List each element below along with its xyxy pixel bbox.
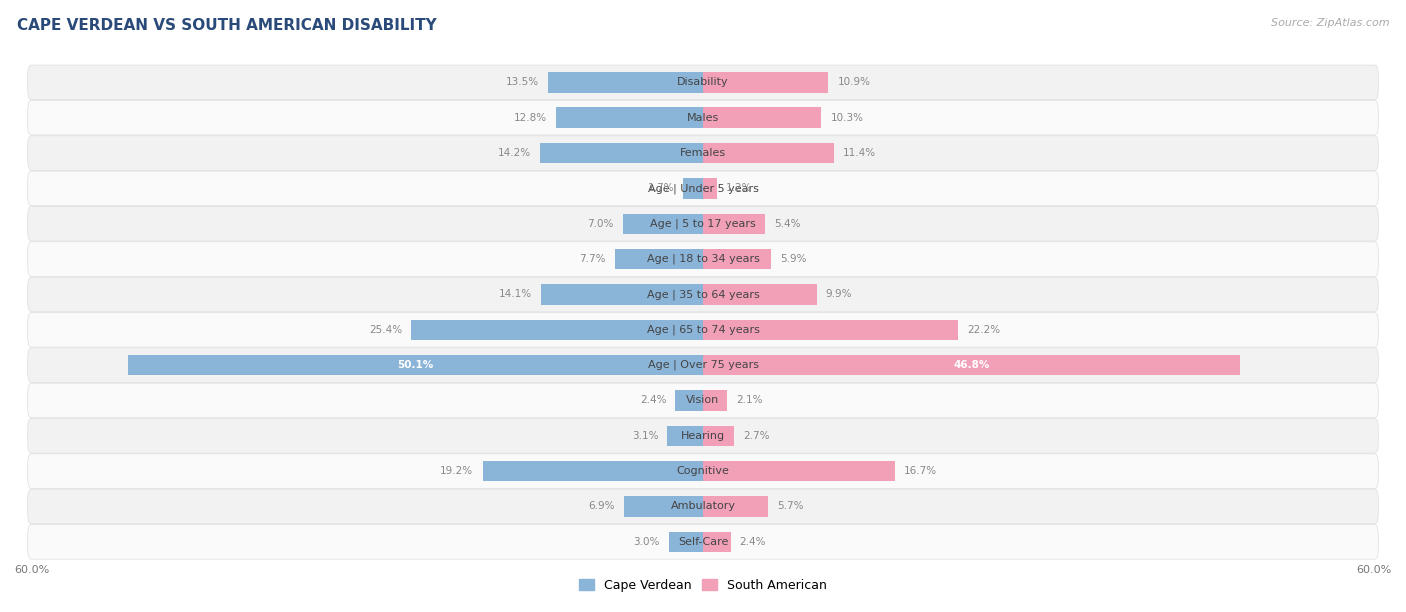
Bar bbox=[412, 319, 703, 340]
Text: Males: Males bbox=[688, 113, 718, 123]
FancyBboxPatch shape bbox=[28, 242, 1378, 277]
FancyBboxPatch shape bbox=[28, 277, 1378, 312]
Text: Vision: Vision bbox=[686, 395, 720, 406]
FancyBboxPatch shape bbox=[28, 313, 1378, 347]
Bar bbox=[703, 496, 769, 517]
Bar bbox=[703, 532, 731, 552]
Bar bbox=[703, 355, 1240, 375]
FancyBboxPatch shape bbox=[28, 348, 1378, 382]
Text: 3.0%: 3.0% bbox=[633, 537, 659, 547]
Text: Females: Females bbox=[681, 148, 725, 158]
Text: Age | 35 to 64 years: Age | 35 to 64 years bbox=[647, 289, 759, 300]
Text: Age | 18 to 34 years: Age | 18 to 34 years bbox=[647, 254, 759, 264]
FancyBboxPatch shape bbox=[28, 136, 1378, 170]
Text: 12.8%: 12.8% bbox=[513, 113, 547, 123]
Bar bbox=[482, 461, 703, 482]
Bar bbox=[128, 355, 703, 375]
Text: 50.1%: 50.1% bbox=[398, 360, 433, 370]
Bar bbox=[703, 178, 717, 199]
Text: 22.2%: 22.2% bbox=[967, 325, 1000, 335]
Bar bbox=[703, 214, 765, 234]
Bar bbox=[703, 108, 821, 128]
Text: 1.7%: 1.7% bbox=[648, 184, 675, 193]
Text: Age | 65 to 74 years: Age | 65 to 74 years bbox=[647, 324, 759, 335]
Text: 7.7%: 7.7% bbox=[579, 254, 606, 264]
Bar bbox=[555, 108, 703, 128]
Text: 3.1%: 3.1% bbox=[631, 431, 658, 441]
Text: Age | Under 5 years: Age | Under 5 years bbox=[648, 183, 758, 193]
Text: Age | 5 to 17 years: Age | 5 to 17 years bbox=[650, 218, 756, 229]
Text: Disability: Disability bbox=[678, 77, 728, 88]
Text: 10.9%: 10.9% bbox=[838, 77, 870, 88]
Bar bbox=[624, 496, 703, 517]
Text: 46.8%: 46.8% bbox=[953, 360, 990, 370]
FancyBboxPatch shape bbox=[28, 524, 1378, 559]
Text: Hearing: Hearing bbox=[681, 431, 725, 441]
Text: 11.4%: 11.4% bbox=[844, 148, 876, 158]
Bar bbox=[548, 72, 703, 92]
Text: 2.4%: 2.4% bbox=[640, 395, 666, 406]
Text: 5.7%: 5.7% bbox=[778, 501, 804, 512]
FancyBboxPatch shape bbox=[28, 100, 1378, 135]
Bar bbox=[540, 143, 703, 163]
Text: 2.4%: 2.4% bbox=[740, 537, 766, 547]
Text: Ambulatory: Ambulatory bbox=[671, 501, 735, 512]
Bar bbox=[683, 178, 703, 199]
Bar bbox=[703, 319, 957, 340]
FancyBboxPatch shape bbox=[28, 454, 1378, 488]
Text: 2.7%: 2.7% bbox=[744, 431, 769, 441]
Text: 16.7%: 16.7% bbox=[904, 466, 936, 476]
Bar bbox=[703, 249, 770, 269]
Bar bbox=[703, 461, 894, 482]
Bar bbox=[669, 532, 703, 552]
FancyBboxPatch shape bbox=[28, 206, 1378, 241]
Text: 1.2%: 1.2% bbox=[725, 184, 752, 193]
Text: 19.2%: 19.2% bbox=[440, 466, 474, 476]
Bar bbox=[541, 284, 703, 305]
Legend: Cape Verdean, South American: Cape Verdean, South American bbox=[574, 574, 832, 597]
Text: Cognitive: Cognitive bbox=[676, 466, 730, 476]
Text: 14.1%: 14.1% bbox=[499, 289, 531, 299]
Bar bbox=[668, 425, 703, 446]
FancyBboxPatch shape bbox=[28, 65, 1378, 100]
Text: 9.9%: 9.9% bbox=[825, 289, 852, 299]
Text: Source: ZipAtlas.com: Source: ZipAtlas.com bbox=[1271, 18, 1389, 28]
Text: 5.9%: 5.9% bbox=[780, 254, 807, 264]
FancyBboxPatch shape bbox=[28, 171, 1378, 206]
Bar bbox=[614, 249, 703, 269]
Text: 60.0%: 60.0% bbox=[14, 565, 49, 575]
Bar bbox=[623, 214, 703, 234]
Text: 6.9%: 6.9% bbox=[588, 501, 614, 512]
Bar bbox=[703, 390, 727, 411]
Text: 7.0%: 7.0% bbox=[588, 218, 613, 229]
Text: 2.1%: 2.1% bbox=[737, 395, 763, 406]
Text: 14.2%: 14.2% bbox=[498, 148, 531, 158]
Text: Self-Care: Self-Care bbox=[678, 537, 728, 547]
Bar bbox=[703, 72, 828, 92]
Bar bbox=[675, 390, 703, 411]
Text: CAPE VERDEAN VS SOUTH AMERICAN DISABILITY: CAPE VERDEAN VS SOUTH AMERICAN DISABILIT… bbox=[17, 18, 437, 34]
Bar bbox=[703, 425, 734, 446]
FancyBboxPatch shape bbox=[28, 383, 1378, 418]
Bar bbox=[703, 143, 834, 163]
Text: 10.3%: 10.3% bbox=[831, 113, 863, 123]
Text: 13.5%: 13.5% bbox=[506, 77, 538, 88]
Text: 60.0%: 60.0% bbox=[1357, 565, 1392, 575]
FancyBboxPatch shape bbox=[28, 489, 1378, 524]
FancyBboxPatch shape bbox=[28, 419, 1378, 453]
Bar bbox=[703, 284, 817, 305]
Text: Age | Over 75 years: Age | Over 75 years bbox=[648, 360, 758, 370]
Text: 5.4%: 5.4% bbox=[775, 218, 800, 229]
Text: 25.4%: 25.4% bbox=[368, 325, 402, 335]
